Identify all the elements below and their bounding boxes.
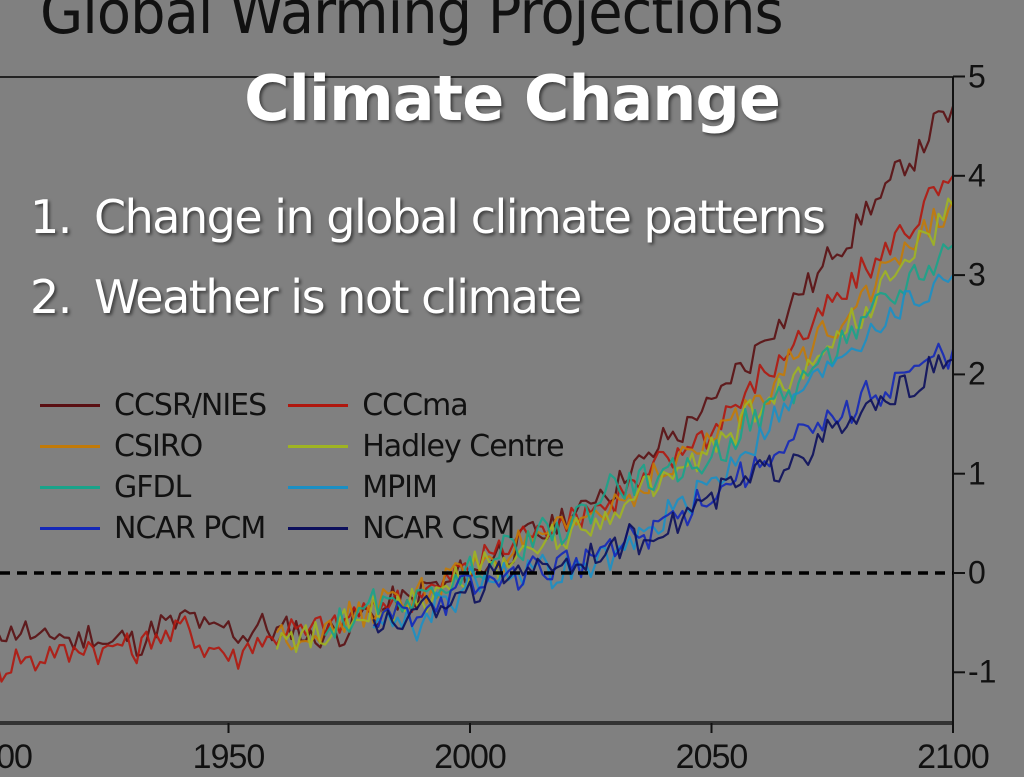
legend-label: NCAR PCM — [114, 511, 266, 546]
bullet-number: 2. — [30, 270, 72, 324]
legend-item: CCSR/NIES — [40, 385, 267, 426]
y-tick-label: -1 — [968, 653, 997, 690]
chart-title: Global Warming Projections — [40, 0, 784, 48]
legend-label: Hadley Centre — [362, 429, 564, 464]
y-tick-label: 1 — [968, 455, 986, 492]
slide-title: Climate Change — [244, 62, 781, 135]
legend-item: MPIM — [288, 467, 563, 508]
legend-swatch — [40, 486, 100, 489]
legend-swatch — [288, 527, 349, 530]
legend-label: MPIM — [362, 470, 438, 505]
chart-legend: CCSR/NIES CCCma CSIRO Hadley Centre GFDL MPIM… — [40, 385, 565, 549]
bullet-text: Weather is not climate — [94, 270, 582, 324]
x-tick-label: 2000 — [434, 738, 507, 776]
x-tick-label: 1950 — [192, 738, 266, 776]
y-tick-label: 5 — [968, 58, 986, 94]
legend-swatch — [288, 486, 349, 489]
legend-swatch — [40, 445, 100, 448]
legend-swatch — [40, 404, 100, 407]
legend-label: NCAR CSM — [362, 511, 515, 546]
series-line-ncar-pcm — [372, 342, 955, 628]
series-line-csiro — [275, 200, 954, 651]
legend-item: CCCma — [288, 385, 563, 426]
chart-axes — [0, 75, 965, 733]
y-tick-label: 0 — [968, 554, 986, 591]
legend-swatch — [40, 527, 100, 530]
legend-item: NCAR CSM — [288, 508, 563, 549]
bullet-number: 1. — [30, 190, 72, 244]
bullet-point-1: 1. Change in global climate patterns — [30, 190, 826, 244]
y-tick-label: 2 — [968, 355, 986, 392]
series-line-gfdl — [324, 243, 954, 639]
legend-swatch — [288, 445, 349, 448]
y-tick-label: 3 — [968, 256, 986, 293]
y-tick-label: 4 — [968, 157, 986, 194]
legend-item: Hadley Centre — [288, 426, 565, 467]
legend-label: CCSR/NIES — [114, 388, 267, 423]
legend-item: CSIRO — [40, 426, 266, 467]
legend-item: GFDL — [40, 467, 266, 508]
legend-item: NCAR PCM — [40, 508, 266, 549]
series-lines — [0, 105, 955, 683]
legend-swatch — [288, 404, 349, 407]
legend-label: CSIRO — [114, 429, 203, 464]
x-tick-label: 2050 — [675, 738, 749, 776]
x-tick-label: 2100 — [917, 738, 990, 776]
legend-label: GFDL — [114, 470, 191, 505]
legend-label: CCCma — [362, 388, 468, 423]
bullet-text: Change in global climate patterns — [94, 190, 826, 244]
bullet-point-2: 2. Weather is not climate — [30, 270, 582, 324]
x-tick-label: 00 — [0, 738, 33, 776]
series-line-ncar-csm — [372, 354, 954, 634]
series-line-mpim — [372, 273, 954, 642]
